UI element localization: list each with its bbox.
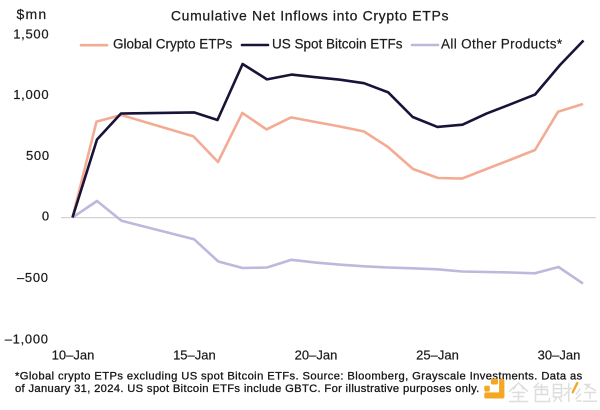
svg-text:500: 500 bbox=[26, 148, 50, 163]
svg-text:Global Crypto ETPs: Global Crypto ETPs bbox=[113, 37, 233, 52]
svg-text:30–Jan: 30–Jan bbox=[538, 347, 581, 362]
svg-text:20–Jan: 20–Jan bbox=[295, 347, 338, 362]
svg-text:–500: –500 bbox=[17, 270, 49, 285]
svg-text:25–Jan: 25–Jan bbox=[416, 347, 459, 362]
svg-text:0: 0 bbox=[42, 208, 50, 223]
svg-text:Cumulative Net Inflows into Cr: Cumulative Net Inflows into Crypto ETPs bbox=[171, 8, 449, 24]
svg-text:*Global crypto ETPs excluding: *Global crypto ETPs excluding US spot Bi… bbox=[15, 371, 583, 383]
svg-text:–1,000: –1,000 bbox=[5, 332, 49, 347]
svg-text:1,500: 1,500 bbox=[13, 27, 49, 42]
svg-text:US Spot Bitcoin ETFs: US Spot Bitcoin ETFs bbox=[272, 37, 403, 52]
svg-text:15–Jan: 15–Jan bbox=[173, 347, 216, 362]
svg-text:$mn: $mn bbox=[17, 6, 48, 22]
svg-text:All Other Products*: All Other Products* bbox=[441, 37, 563, 52]
svg-text:of January 31, 2024. US spot B: of January 31, 2024. US spot Bitcoin ETF… bbox=[15, 383, 480, 395]
svg-text:1,000: 1,000 bbox=[13, 87, 49, 102]
svg-text:10–Jan: 10–Jan bbox=[52, 347, 95, 362]
